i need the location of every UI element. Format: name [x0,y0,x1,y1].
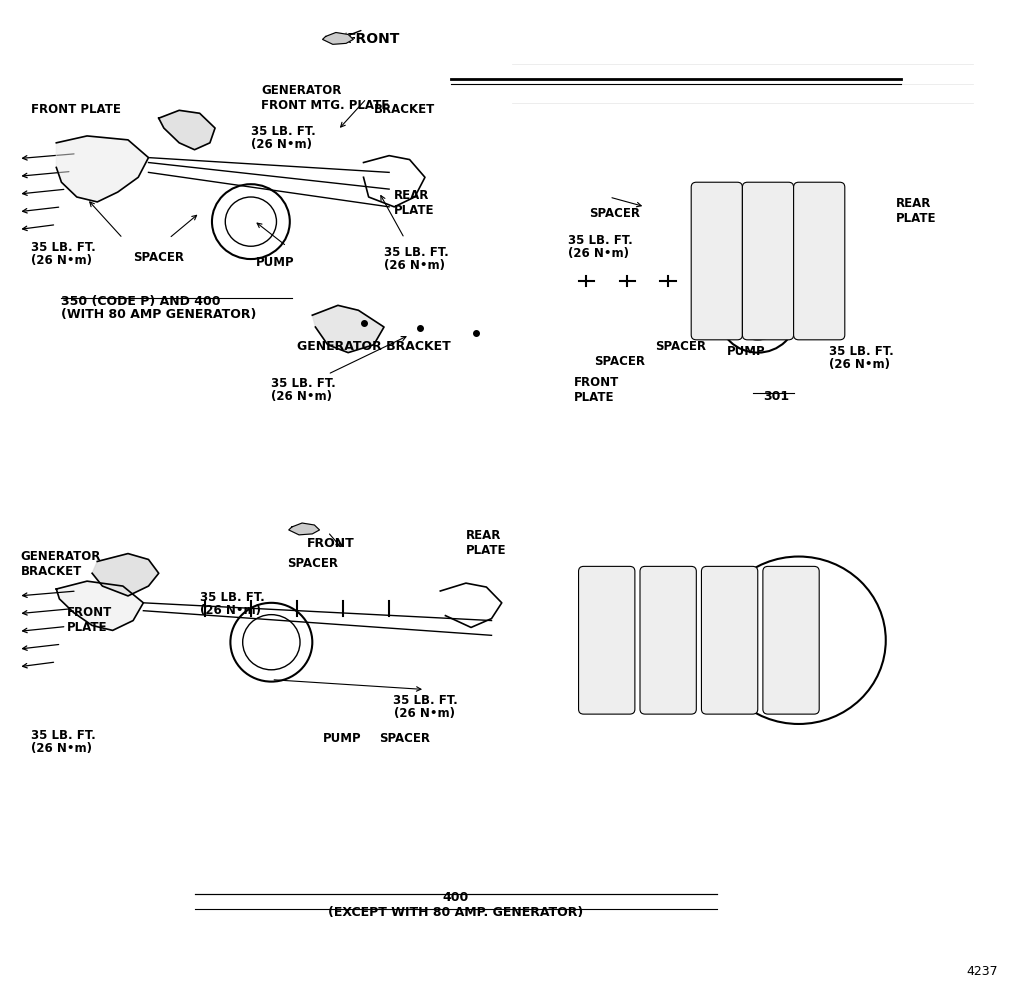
Text: 35 LB. FT.: 35 LB. FT. [384,246,449,259]
Text: 35 LB. FT.: 35 LB. FT. [392,694,458,707]
Text: 35 LB. FT.: 35 LB. FT. [271,377,336,390]
Text: SPACER: SPACER [655,340,707,353]
Text: SPACER: SPACER [594,355,645,367]
Text: (26 N•m): (26 N•m) [568,247,630,260]
Text: REAR
PLATE: REAR PLATE [394,189,435,217]
Text: 400: 400 [442,891,469,904]
Text: (26 N•m): (26 N•m) [271,390,333,403]
Text: (26 N•m): (26 N•m) [829,358,891,370]
Text: (EXCEPT WITH 80 AMP. GENERATOR): (EXCEPT WITH 80 AMP. GENERATOR) [328,906,584,919]
FancyBboxPatch shape [763,566,819,714]
Text: PUMP: PUMP [256,256,295,269]
Text: (26 N•m): (26 N•m) [251,138,312,151]
Text: REAR
PLATE: REAR PLATE [896,197,937,225]
Text: (26 N•m): (26 N•m) [31,742,92,755]
Text: (WITH 80 AMP GENERATOR): (WITH 80 AMP GENERATOR) [61,308,257,321]
Polygon shape [312,305,384,353]
Text: 350 (CODE P) AND 400: 350 (CODE P) AND 400 [61,296,221,308]
Text: BRACKET: BRACKET [374,103,435,116]
Text: (26 N•m): (26 N•m) [200,604,261,617]
Text: (26 N•m): (26 N•m) [394,707,456,720]
Text: 35 LB. FT.: 35 LB. FT. [568,234,633,247]
Text: 35 LB. FT.: 35 LB. FT. [200,591,264,604]
Text: FRONT PLATE: FRONT PLATE [31,103,121,116]
Text: GENERATOR
BRACKET: GENERATOR BRACKET [20,550,100,577]
Text: SPACER: SPACER [379,732,430,745]
FancyBboxPatch shape [579,566,635,714]
FancyBboxPatch shape [691,182,742,340]
FancyBboxPatch shape [794,182,845,340]
Text: 35 LB. FT.: 35 LB. FT. [829,345,894,358]
Text: PUMP: PUMP [323,732,361,745]
Text: 35 LB. FT.: 35 LB. FT. [31,729,95,742]
Text: 35 LB. FT.: 35 LB. FT. [31,241,95,254]
Polygon shape [56,136,148,202]
Text: 4237: 4237 [967,965,998,978]
Polygon shape [56,581,143,630]
Text: SPACER: SPACER [287,557,338,569]
Text: GENERATOR BRACKET: GENERATOR BRACKET [297,340,451,353]
FancyBboxPatch shape [742,182,794,340]
Polygon shape [92,554,159,596]
FancyBboxPatch shape [640,566,696,714]
Text: 301: 301 [763,390,790,403]
Polygon shape [159,110,215,150]
Text: (26 N•m): (26 N•m) [31,254,92,267]
Text: FRONT: FRONT [307,537,355,550]
Text: GENERATOR
FRONT MTG. PLATE: GENERATOR FRONT MTG. PLATE [261,84,389,111]
Polygon shape [289,523,319,535]
Text: FRONT
PLATE: FRONT PLATE [67,606,112,633]
Text: REAR
PLATE: REAR PLATE [466,529,507,557]
Text: FRONT
PLATE: FRONT PLATE [573,376,618,404]
Text: SPACER: SPACER [589,207,640,220]
Text: SPACER: SPACER [133,251,184,264]
Text: PUMP: PUMP [727,345,766,358]
Text: FRONT: FRONT [347,32,400,45]
Text: (26 N•m): (26 N•m) [384,259,445,272]
FancyBboxPatch shape [701,566,758,714]
Text: 35 LB. FT.: 35 LB. FT. [251,125,315,138]
Polygon shape [323,33,353,44]
